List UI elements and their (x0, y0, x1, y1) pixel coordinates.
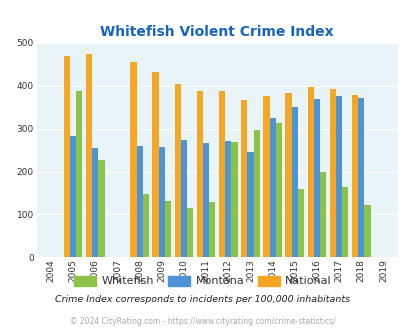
Bar (253, 130, 259, 257)
Bar (341, 187, 347, 257)
Bar (86, 54, 92, 257)
Text: Crime Index corresponds to incidents per 100,000 inhabitants: Crime Index corresponds to incidents per… (55, 295, 350, 304)
Bar (351, 95, 357, 257)
Bar (164, 201, 171, 257)
Bar (297, 189, 303, 257)
Bar (329, 89, 335, 257)
Bar (180, 140, 187, 257)
Bar (98, 160, 104, 257)
Bar (76, 91, 82, 257)
Bar (70, 136, 76, 257)
Bar (357, 98, 364, 257)
Bar (241, 100, 247, 257)
Bar (307, 87, 313, 257)
Bar (285, 93, 291, 257)
Bar (225, 141, 231, 257)
Bar (130, 62, 136, 257)
Bar (247, 152, 253, 257)
Bar (319, 173, 326, 257)
Bar (335, 96, 341, 257)
Bar (143, 194, 149, 257)
Bar (187, 208, 193, 257)
Title: Whitefish Violent Crime Index: Whitefish Violent Crime Index (100, 25, 333, 39)
Legend: Whitefish, Montana, National: Whitefish, Montana, National (69, 271, 336, 291)
Bar (275, 123, 281, 257)
Bar (291, 107, 297, 257)
Bar (231, 143, 237, 257)
Bar (64, 56, 70, 257)
Bar (364, 206, 370, 257)
Bar (136, 146, 143, 257)
Bar (196, 91, 202, 257)
Bar (269, 118, 275, 257)
Bar (263, 96, 269, 257)
Bar (158, 147, 164, 257)
Bar (202, 143, 209, 257)
Bar (174, 83, 180, 257)
Text: © 2024 CityRating.com - https://www.cityrating.com/crime-statistics/: © 2024 CityRating.com - https://www.city… (70, 317, 335, 326)
Bar (152, 72, 158, 257)
Bar (313, 99, 319, 257)
Bar (209, 202, 215, 257)
Bar (92, 148, 98, 257)
Bar (218, 91, 225, 257)
